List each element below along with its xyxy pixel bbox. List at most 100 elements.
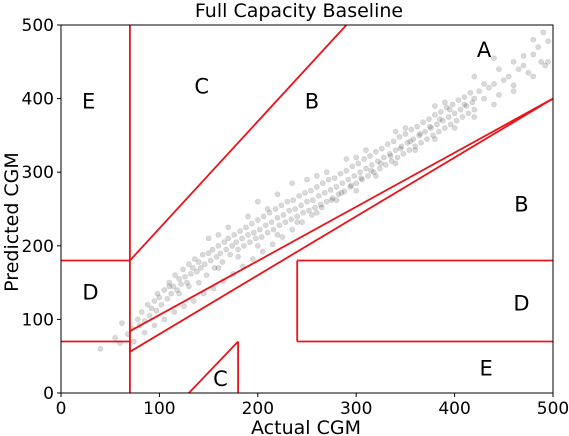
scatter-point xyxy=(343,156,350,162)
scatter-point xyxy=(392,147,399,153)
scatter-point xyxy=(207,257,214,264)
scatter-points xyxy=(97,29,551,352)
scatter-point xyxy=(193,268,200,275)
scatter-point xyxy=(151,322,158,329)
scatter-point xyxy=(225,235,232,242)
chart-title: Full Capacity Baseline xyxy=(195,0,403,22)
scatter-point xyxy=(187,270,194,277)
scatter-point xyxy=(185,261,192,268)
scatter-point xyxy=(161,316,168,323)
scatter-point xyxy=(471,95,478,102)
scatter-point xyxy=(406,147,413,153)
scatter-point xyxy=(245,231,251,238)
scatter-point xyxy=(335,191,342,198)
scatter-point xyxy=(437,108,444,115)
scatter-point xyxy=(439,117,446,124)
scatter-point xyxy=(376,165,383,172)
scatter-point xyxy=(313,209,320,216)
scatter-point xyxy=(520,62,527,69)
scatter-point xyxy=(323,169,330,176)
scatter-point xyxy=(318,204,325,211)
x-axis-title: Actual CGM xyxy=(251,417,361,436)
scatter-point xyxy=(274,214,281,221)
scatter-point xyxy=(166,279,173,286)
scatter-point xyxy=(337,170,344,177)
y-tick-label: 300 xyxy=(22,163,54,183)
zone-boundary-line xyxy=(129,97,553,353)
scatter-point xyxy=(151,298,158,304)
scatter-point xyxy=(530,36,537,43)
scatter-point xyxy=(170,283,177,290)
scatter-point xyxy=(241,242,247,249)
scatter-point xyxy=(184,279,190,286)
scatter-point xyxy=(197,264,204,271)
scatter-point xyxy=(446,106,453,113)
scatter-point xyxy=(463,103,470,109)
scatter-point xyxy=(412,147,419,153)
scatter-point xyxy=(225,224,232,231)
scatter-point xyxy=(545,38,551,45)
scatter-point xyxy=(215,242,222,249)
scatter-point xyxy=(313,172,320,179)
scatter-point xyxy=(284,198,291,205)
scatter-point xyxy=(445,114,452,120)
scatter-point xyxy=(153,307,160,314)
scatter-point xyxy=(231,231,238,238)
scatter-point xyxy=(195,259,202,265)
scatter-point xyxy=(213,253,220,260)
scatter-point xyxy=(203,272,210,279)
zone-label: B xyxy=(305,89,319,113)
scatter-point xyxy=(292,206,299,212)
scatter-point xyxy=(530,51,537,58)
scatter-point xyxy=(201,261,208,268)
scatter-point xyxy=(348,182,355,189)
scatter-point xyxy=(245,213,251,220)
scatter-point xyxy=(500,77,507,84)
scatter-point xyxy=(166,283,173,290)
scatter-point xyxy=(461,101,468,108)
scatter-point xyxy=(441,99,448,106)
scatter-point xyxy=(302,189,308,196)
scatter-point xyxy=(249,256,256,262)
scatter-point xyxy=(400,150,407,157)
scatter-point xyxy=(306,207,312,214)
scatter-point xyxy=(495,92,502,98)
scatter-point xyxy=(542,62,548,69)
scatter-point xyxy=(307,187,314,194)
scatter-point xyxy=(171,309,178,315)
scatter-point xyxy=(461,94,468,100)
scatter-point xyxy=(258,234,265,240)
scatter-point xyxy=(410,136,417,142)
scatter-point xyxy=(353,154,360,161)
scatter-point xyxy=(361,156,367,162)
scatter-point xyxy=(453,117,460,124)
scatter-point xyxy=(331,175,338,181)
scatter-point xyxy=(274,191,281,198)
scatter-point xyxy=(510,82,517,89)
scatter-point xyxy=(286,207,293,214)
scatter-point xyxy=(333,197,340,204)
scatter-point xyxy=(191,256,198,262)
scatter-point xyxy=(176,275,182,282)
scatter-point xyxy=(246,239,253,245)
zone-label: C xyxy=(213,367,228,391)
scatter-point xyxy=(431,136,438,142)
scatter-point xyxy=(505,73,512,80)
scatter-point xyxy=(158,301,165,308)
scatter-point xyxy=(221,239,228,245)
scatter-point xyxy=(268,219,275,226)
scatter-point xyxy=(308,211,315,218)
scatter-point xyxy=(343,167,350,174)
y-tick-label: 200 xyxy=(22,237,54,257)
scatter-point xyxy=(471,106,478,113)
scatter-point xyxy=(130,338,137,345)
plot-frame xyxy=(60,24,554,394)
scatter-point xyxy=(459,114,466,120)
scatter-point xyxy=(469,99,476,106)
scatter-point xyxy=(235,246,241,253)
scatter-point xyxy=(525,69,532,76)
scatter-point xyxy=(436,116,443,123)
scatter-point xyxy=(168,290,175,297)
scatter-point xyxy=(311,204,318,211)
scatter-point xyxy=(540,29,547,36)
